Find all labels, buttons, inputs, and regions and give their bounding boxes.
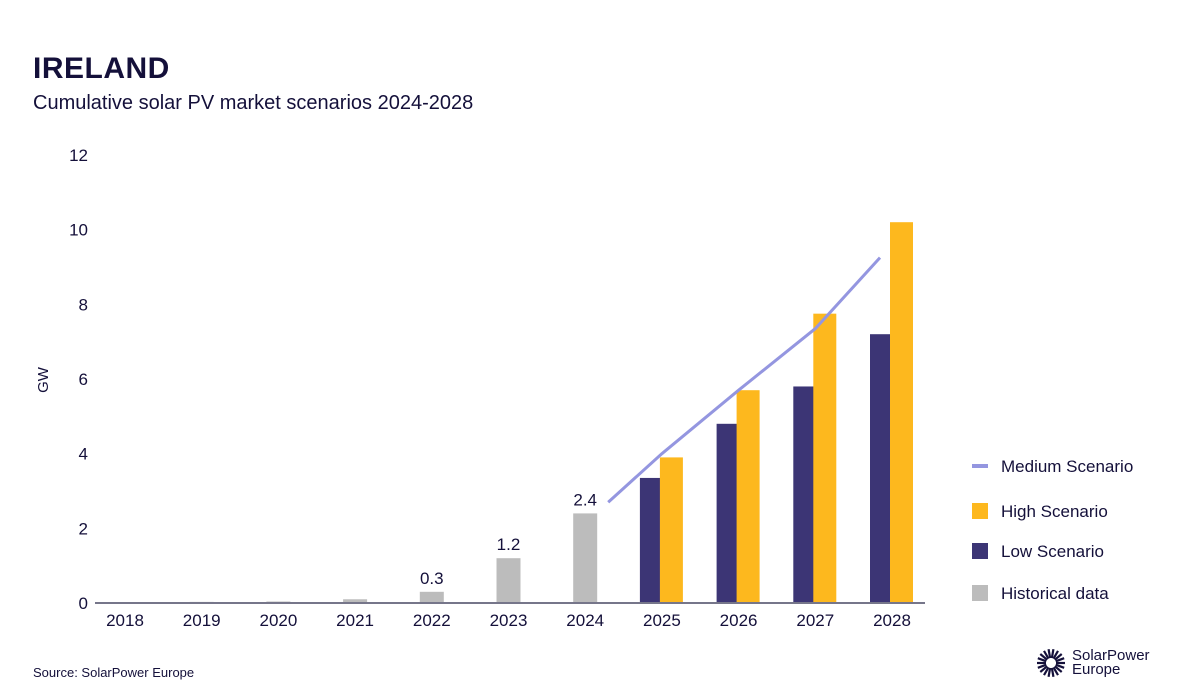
legend-label: Low Scenario — [1001, 542, 1104, 561]
sun-ray — [1052, 666, 1059, 676]
x-tick-label: 2020 — [259, 611, 297, 630]
x-tick-label: 2024 — [566, 611, 604, 630]
sun-ray — [1043, 666, 1050, 676]
sun-ray — [1047, 649, 1052, 659]
x-tick-label: 2022 — [413, 611, 451, 630]
y-tick-label: 0 — [79, 594, 88, 613]
y-tick-label: 10 — [69, 221, 88, 240]
sun-ray — [1052, 650, 1059, 660]
data-label-2024: 2.4 — [573, 490, 597, 509]
sun-icon — [1037, 649, 1065, 677]
sun-ray — [1037, 663, 1047, 669]
y-tick-label: 8 — [79, 295, 88, 314]
sun-ray — [1039, 653, 1048, 661]
chart-subtitle: Cumulative solar PV market scenarios 202… — [33, 92, 474, 114]
data-label-2022: 0.3 — [420, 569, 444, 588]
y-tick-label: 6 — [79, 370, 88, 389]
chart-title: IRELAND — [33, 52, 170, 85]
bar-historical-2022 — [419, 591, 444, 603]
sun-ray — [1050, 649, 1055, 659]
data-label-2023: 1.2 — [497, 535, 521, 554]
bar-high-2028 — [890, 222, 913, 603]
sun-ray — [1054, 653, 1063, 661]
solarpower-europe-logo: SolarPower Europe — [1036, 648, 1150, 678]
x-tick-label: 2023 — [490, 611, 528, 630]
x-tick-label: 2021 — [336, 611, 374, 630]
bar-high-2027 — [813, 313, 837, 603]
bar-historical-2021 — [343, 599, 368, 603]
logo-line2: Europe — [1072, 661, 1121, 678]
legend-swatch — [972, 585, 988, 601]
sun-ray — [1054, 665, 1063, 673]
y-axis-label: GW — [35, 366, 52, 393]
x-tick-label: 2028 — [873, 611, 911, 630]
sun-ray — [1039, 665, 1048, 673]
bar-historical-2023 — [496, 558, 521, 603]
x-tick-label: 2025 — [643, 611, 681, 630]
y-tick-label: 2 — [79, 519, 88, 538]
bar-high-2026 — [736, 390, 760, 603]
sun-ray — [1047, 667, 1052, 677]
bar-historical-2024 — [573, 513, 598, 603]
sun-ray — [1037, 657, 1047, 663]
legend-label: High Scenario — [1001, 502, 1108, 521]
sun-ray — [1043, 650, 1050, 660]
sun-ray — [1055, 663, 1065, 669]
source-note: Source: SolarPower Europe — [33, 665, 195, 680]
x-tick-label: 2018 — [106, 611, 144, 630]
x-tick-label: 2019 — [183, 611, 221, 630]
legend-swatch — [972, 543, 988, 559]
legend-swatch — [972, 503, 988, 519]
legend-label: Medium Scenario — [1001, 457, 1133, 476]
line-medium-scenario — [607, 256, 882, 504]
y-tick-label: 12 — [69, 146, 88, 165]
y-tick-label: 4 — [79, 445, 88, 464]
sun-ray — [1055, 657, 1065, 663]
sun-ray — [1050, 667, 1055, 677]
bar-high-2025 — [659, 457, 683, 603]
x-tick-label: 2026 — [720, 611, 758, 630]
logo-line1: SolarPower — [1072, 647, 1150, 664]
x-tick-label: 2027 — [796, 611, 834, 630]
legend-label: Historical data — [1001, 584, 1109, 603]
